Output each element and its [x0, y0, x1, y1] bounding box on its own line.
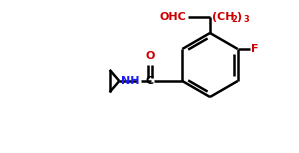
Text: 3: 3 — [243, 15, 249, 24]
Text: C: C — [145, 76, 153, 86]
Text: ): ) — [236, 12, 241, 22]
Text: NH: NH — [121, 76, 139, 86]
Text: OHC: OHC — [159, 12, 186, 22]
Text: F: F — [251, 44, 258, 54]
Text: (CH: (CH — [212, 12, 234, 22]
Text: O: O — [146, 51, 155, 61]
Text: 2: 2 — [231, 15, 237, 24]
